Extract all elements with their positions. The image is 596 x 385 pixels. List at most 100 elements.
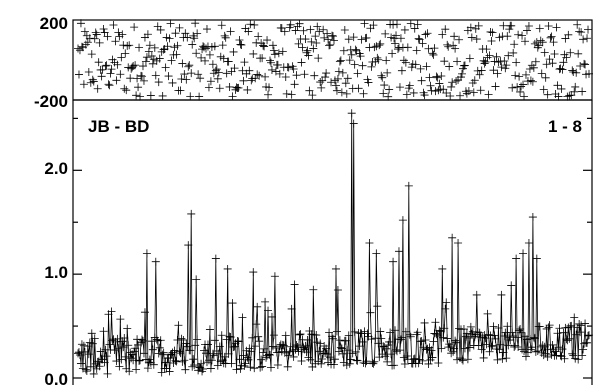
amplitude-point xyxy=(312,331,321,340)
phase-point xyxy=(403,43,412,52)
amplitude-point xyxy=(381,352,390,361)
amplitude-point xyxy=(105,340,114,349)
amplitude-point xyxy=(559,328,568,337)
amplitude-point xyxy=(417,337,426,346)
amplitude-point xyxy=(397,333,406,342)
amplitude-point xyxy=(289,352,298,361)
amplitude-point xyxy=(483,309,492,318)
amplitude-point xyxy=(143,364,152,373)
phase-point xyxy=(334,67,343,76)
amplitude-point xyxy=(501,328,510,337)
phase-point xyxy=(176,86,185,95)
phase-point xyxy=(79,80,88,89)
phase-point xyxy=(307,37,316,46)
amplitude-point xyxy=(355,342,364,351)
amplitude-point xyxy=(265,350,274,359)
phase-point xyxy=(369,21,378,30)
phase-point xyxy=(526,76,535,85)
amplitude-point xyxy=(494,323,503,332)
phase-point xyxy=(180,70,189,79)
amplitude-point xyxy=(532,254,541,263)
phase-point xyxy=(165,34,174,43)
amplitude-point xyxy=(172,357,181,366)
phase-point xyxy=(542,60,551,69)
phase-point xyxy=(376,39,385,48)
phase-point xyxy=(308,91,317,100)
amplitude-point xyxy=(244,355,253,364)
phase-point xyxy=(576,62,585,71)
phase-tick-label-top: 200 xyxy=(40,14,68,33)
amplitude-point xyxy=(484,330,493,339)
phase-point xyxy=(90,34,99,43)
phase-point xyxy=(336,56,345,65)
amplitude-point xyxy=(458,356,467,365)
amplitude-point xyxy=(347,109,356,118)
phase-point xyxy=(450,32,459,41)
phase-point xyxy=(91,28,100,37)
amplitude-point xyxy=(473,327,482,336)
phase-point xyxy=(97,72,106,81)
phase-point xyxy=(419,88,428,97)
phase-point xyxy=(364,78,373,87)
amplitude-point xyxy=(531,347,540,356)
amplitude-point xyxy=(252,320,261,329)
phase-point xyxy=(121,49,130,58)
phase-point xyxy=(204,83,213,92)
phase-point xyxy=(250,20,259,29)
amplitude-point xyxy=(585,331,593,340)
amplitude-point xyxy=(440,324,449,333)
phase-point xyxy=(519,80,528,89)
phase-point xyxy=(547,32,556,41)
amplitude-point xyxy=(553,329,562,338)
amplitude-point xyxy=(326,353,335,362)
phase-point xyxy=(392,31,401,40)
phase-point xyxy=(421,30,430,39)
phase-point xyxy=(492,52,501,61)
amplitude-point xyxy=(174,321,183,330)
amplitude-point xyxy=(246,363,255,372)
amplitude-point xyxy=(405,330,414,339)
phase-point xyxy=(191,19,200,28)
amplitude-point xyxy=(421,335,430,344)
phase-point xyxy=(460,61,469,70)
phase-point xyxy=(138,62,147,71)
amplitude-panel-frame xyxy=(72,99,593,385)
phase-point xyxy=(489,66,498,75)
phase-point xyxy=(472,35,481,44)
phase-tick-label-bottom: -200 xyxy=(34,92,68,111)
phase-point xyxy=(145,41,154,50)
phase-point xyxy=(125,41,134,50)
amplitude-point xyxy=(400,359,409,368)
amplitude-point xyxy=(107,307,116,316)
phase-point xyxy=(452,76,461,85)
phase-point xyxy=(87,50,96,59)
phase-point xyxy=(480,59,489,68)
amplitude-point xyxy=(116,315,125,324)
amplitude-point xyxy=(358,337,367,346)
amplitude-point xyxy=(257,355,266,364)
amplitude-point xyxy=(278,340,287,349)
phase-point xyxy=(195,92,204,101)
amplitude-point xyxy=(201,349,210,358)
phase-point xyxy=(541,73,550,82)
phase-point xyxy=(107,65,116,74)
amplitude-point xyxy=(477,345,486,354)
amplitude-point xyxy=(254,332,263,341)
phase-point xyxy=(221,33,230,42)
phase-point xyxy=(513,83,522,92)
amplitude-point xyxy=(177,334,186,343)
phase-point xyxy=(215,84,224,93)
phase-point xyxy=(317,83,326,92)
phase-point xyxy=(93,84,102,93)
amplitude-point xyxy=(299,343,308,352)
amplitude-point xyxy=(83,342,92,351)
phase-point xyxy=(201,44,210,53)
amplitude-point xyxy=(227,359,236,368)
amplitude-point xyxy=(499,348,508,357)
phase-point xyxy=(95,38,104,47)
phase-point xyxy=(131,61,140,70)
phase-point xyxy=(270,50,279,59)
amplitude-point xyxy=(333,286,342,295)
phase-point xyxy=(324,35,333,44)
phase-point xyxy=(102,61,111,70)
